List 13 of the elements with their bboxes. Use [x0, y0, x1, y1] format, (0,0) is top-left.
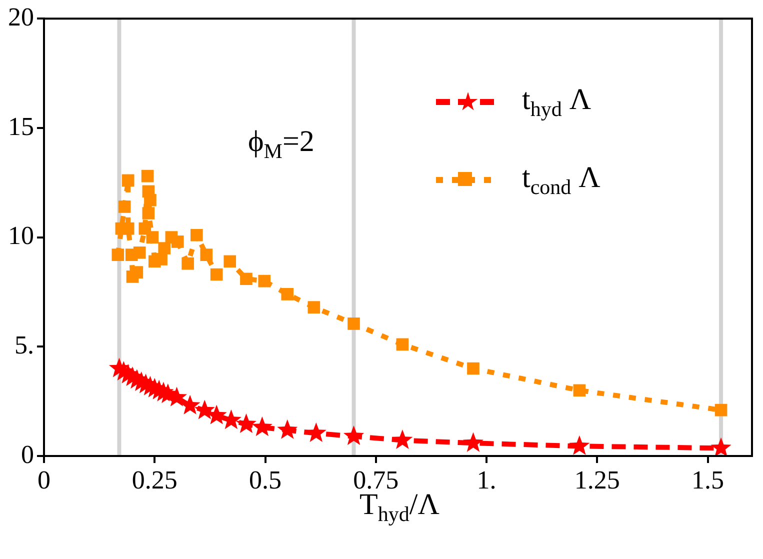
y-tick-label: 0 [21, 440, 34, 469]
x-tick-label: 1.5 [692, 465, 724, 494]
x-tick-label: 1.25 [574, 465, 620, 494]
x-tick-label: 0.5 [249, 465, 282, 494]
legend-label: t$_{cond}$ Λ [522, 160, 600, 200]
y-tick-label: 15 [8, 112, 34, 141]
y-tick-label: 10 [8, 221, 34, 250]
y-tick-label: 5. [14, 330, 34, 360]
x-tick-label: 1. [476, 465, 496, 494]
y-tick-label: 20 [8, 2, 34, 32]
legend-label: t$_{hyd}$ Λ [522, 82, 592, 122]
annotation: ϕ$_{M}$=2 [248, 125, 314, 164]
x-tick-label: 0.25 [132, 465, 178, 494]
